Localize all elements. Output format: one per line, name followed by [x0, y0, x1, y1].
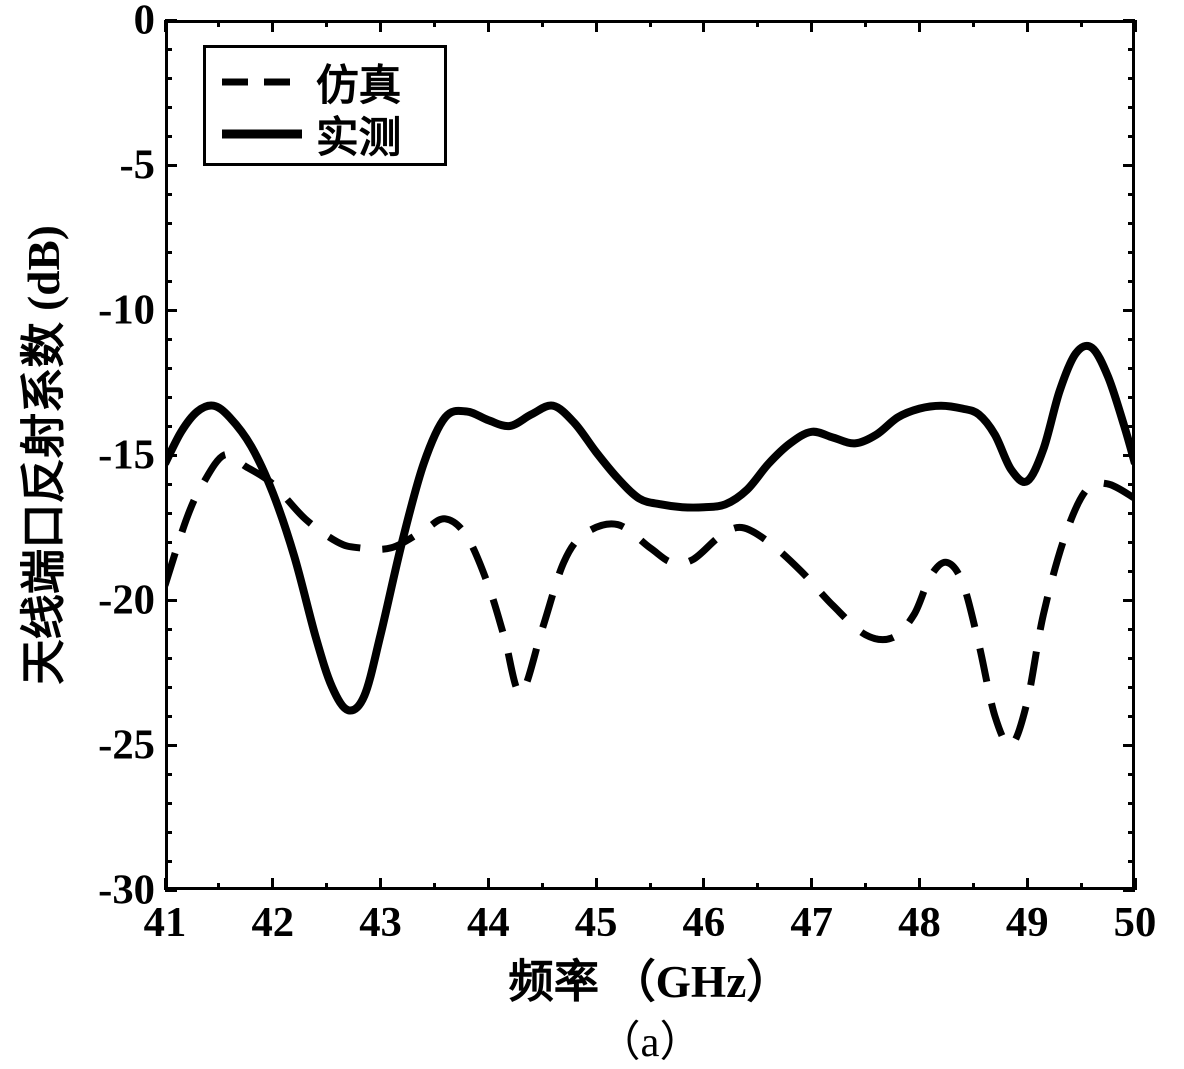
y-tick-label: -30	[95, 866, 155, 915]
axis-border	[165, 20, 168, 890]
legend-entry: 仿真	[218, 58, 401, 106]
series-仿真	[165, 454, 1135, 745]
x-tick-label: 45	[575, 898, 618, 947]
y-tick-label: -5	[95, 141, 155, 190]
axis-border	[165, 20, 1135, 23]
x-tick-label: 47	[790, 898, 833, 947]
y-tick-label: -20	[95, 576, 155, 625]
legend-box: 仿真实测	[203, 45, 447, 166]
x-tick-label: 46	[683, 898, 726, 947]
x-tick-label: 50	[1114, 898, 1157, 947]
y-tick-label: -15	[95, 431, 155, 480]
subplot-label: （a）	[598, 1008, 702, 1069]
x-tick-label: 43	[359, 898, 402, 947]
figure-container: 41424344454647484950 -30-25-20-15-10-50 …	[0, 0, 1184, 1067]
y-tick-label: 0	[95, 0, 155, 45]
legend-label: 实测	[316, 104, 401, 165]
axis-border	[165, 887, 1135, 890]
series-实测	[165, 346, 1135, 711]
legend-entry: 实测	[218, 110, 401, 158]
x-axis-label: 频率 （GHz）	[508, 945, 791, 1011]
x-tick-label: 44	[467, 898, 510, 947]
x-tick-label: 42	[251, 898, 294, 947]
legend-sample	[218, 114, 306, 154]
x-tick-label: 49	[1006, 898, 1049, 947]
x-tick-label: 48	[898, 898, 941, 947]
legend-sample	[218, 62, 306, 102]
y-tick-label: -25	[95, 721, 155, 770]
y-tick-label: -10	[95, 286, 155, 335]
axis-border	[1132, 20, 1135, 890]
y-axis-label: 天线端口反射系数 (dB)	[7, 225, 73, 685]
